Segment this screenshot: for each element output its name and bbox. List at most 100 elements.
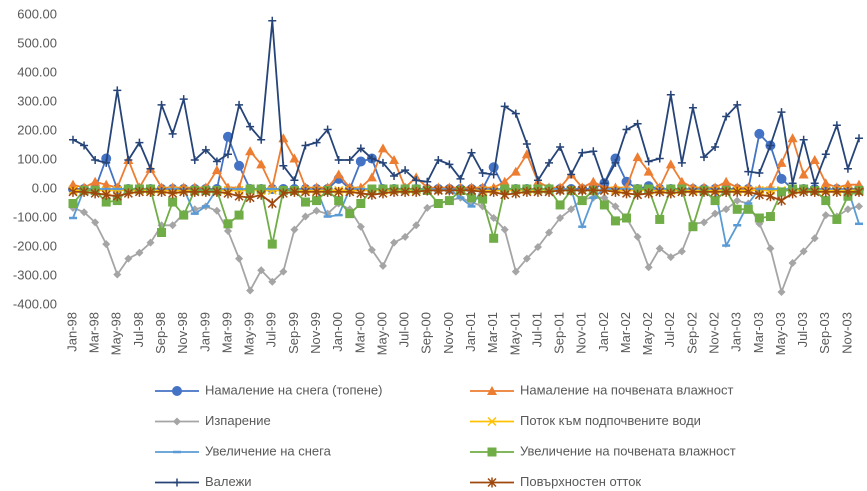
marker (179, 210, 189, 220)
marker (433, 185, 443, 196)
marker (334, 156, 343, 164)
y-tick-label: 600.00 (17, 6, 57, 21)
marker (821, 211, 830, 220)
marker (223, 150, 232, 159)
marker (234, 210, 244, 220)
marker (168, 129, 177, 138)
marker (102, 158, 111, 167)
marker (157, 228, 167, 237)
marker (333, 169, 344, 179)
marker (168, 188, 178, 199)
marker (400, 186, 410, 197)
marker (500, 189, 510, 200)
marker (179, 186, 189, 197)
marker (754, 213, 764, 223)
x-tick-label: May-03 (773, 312, 788, 355)
marker (555, 185, 565, 196)
marker (478, 194, 488, 204)
marker (733, 196, 742, 205)
marker (389, 186, 399, 197)
x-tick-label: Sep-98 (153, 312, 168, 354)
marker (168, 197, 178, 207)
marker (467, 185, 477, 196)
marker (377, 143, 388, 153)
marker (487, 477, 497, 488)
marker (510, 166, 521, 176)
x-tick-label: Nov-01 (574, 312, 589, 354)
marker (821, 150, 830, 159)
marker (356, 222, 365, 231)
marker (157, 100, 166, 109)
marker (721, 176, 732, 186)
marker (489, 214, 498, 222)
marker (622, 125, 631, 134)
marker (101, 179, 112, 189)
marker (102, 240, 111, 249)
marker (366, 172, 377, 182)
marker (643, 166, 654, 176)
marker (755, 169, 764, 178)
marker (676, 176, 687, 186)
marker (235, 100, 244, 109)
marker (644, 263, 653, 272)
marker (411, 186, 421, 197)
marker (323, 186, 333, 197)
x-tick-label: Mar-01 (485, 312, 500, 353)
marker (722, 112, 731, 121)
x-tick-label: Nov-03 (839, 312, 854, 354)
marker (621, 188, 632, 199)
marker (401, 232, 410, 241)
marker (345, 156, 354, 164)
marker (810, 186, 820, 197)
marker (212, 157, 221, 166)
x-tick-label: Jan-99 (197, 312, 212, 352)
marker (378, 158, 387, 167)
series (68, 133, 864, 193)
y-tick-label: 200.00 (17, 122, 57, 137)
legend-label: Намаление на снега (топене) (205, 382, 383, 397)
marker (423, 177, 432, 186)
marker (201, 186, 211, 197)
x-tick-label: Jan-00 (330, 312, 345, 352)
marker (201, 145, 210, 154)
marker (578, 148, 587, 157)
marker (190, 156, 199, 164)
marker (810, 179, 819, 188)
x-tick-label: Jan-01 (463, 312, 478, 352)
marker (556, 142, 565, 151)
marker (334, 196, 344, 206)
legend-label: Поток към подпочвените води (520, 413, 701, 428)
marker (390, 171, 399, 180)
marker (599, 185, 609, 196)
x-tick-label: Sep-01 (552, 312, 567, 354)
marker (610, 216, 620, 226)
marker (91, 156, 100, 164)
marker (487, 386, 497, 395)
marker (722, 205, 731, 214)
marker (820, 178, 831, 188)
legend-entry: Повърхностен отток (470, 474, 641, 489)
marker (90, 188, 100, 199)
marker (632, 152, 643, 162)
marker (487, 416, 497, 427)
marker (700, 218, 709, 227)
marker (655, 244, 664, 253)
legend-entry: Увеличение на почвената влажност (470, 443, 736, 458)
marker (777, 187, 787, 197)
marker (821, 186, 831, 197)
marker (765, 212, 775, 222)
marker (766, 141, 775, 150)
marker (777, 287, 786, 296)
marker (434, 156, 443, 164)
legend-entry: Намаление на снега (топене) (155, 382, 383, 397)
marker (776, 157, 787, 167)
marker (278, 188, 288, 199)
x-tick-label: Sep-02 (684, 312, 699, 354)
legend-entry: Валежи (155, 474, 252, 489)
x-tick-label: Nov-98 (175, 312, 190, 354)
marker (832, 186, 842, 197)
marker (455, 185, 465, 196)
marker (787, 133, 798, 143)
marker (611, 158, 620, 167)
marker (854, 186, 864, 197)
